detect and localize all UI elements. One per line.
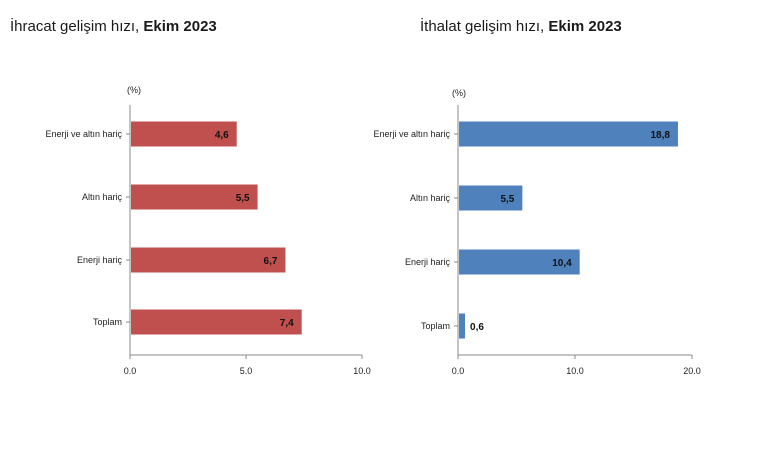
export-bar <box>131 184 258 210</box>
export-category-label: Altın hariç <box>82 192 123 202</box>
export-tick-label: 10.0 <box>353 366 371 376</box>
export-category-label: Enerji hariç <box>77 255 123 265</box>
export-value-label: 7,4 <box>280 318 294 329</box>
export-category-label: Enerji ve altın hariç <box>45 129 122 139</box>
export-value-label: 4,6 <box>215 130 229 141</box>
import-bar <box>459 249 580 275</box>
import-category-label: Altın hariç <box>410 193 451 203</box>
import-category-label: Enerji ve altın hariç <box>373 129 450 139</box>
import-value-label: 5,5 <box>500 194 514 205</box>
import-title-main: İthalat gelişim hızı, <box>420 18 549 35</box>
import-bar <box>459 121 678 147</box>
export-title-date: Ekim 2023 <box>143 18 217 35</box>
import-title-date: Ekim 2023 <box>548 18 622 35</box>
import-value-label: 10,4 <box>552 258 572 269</box>
export-chart: (%) 0.0 5.0 10.0 Enerji ve altın hariç 4,6 Alt… <box>45 85 370 376</box>
import-category-label: Enerji hariç <box>405 257 451 267</box>
import-category-label: Toplam <box>421 321 450 331</box>
export-bar <box>131 121 237 147</box>
import-bar <box>459 313 466 339</box>
export-bar <box>131 309 302 335</box>
import-value-label: 0,6 <box>470 322 484 333</box>
import-chart: (%) 0.0 10.0 20.0 Enerji ve altın hariç 18,8 A… <box>373 88 700 376</box>
export-title-main: İhracat gelişim hızı, <box>10 18 144 35</box>
export-unit-label: (%) <box>127 85 141 95</box>
export-chart-title: İhracat gelişim hızı, Ekim 2023 <box>10 18 217 35</box>
import-tick-label: 20.0 <box>683 366 701 376</box>
import-chart-title: İthalat gelişim hızı, Ekim 2023 <box>420 18 622 35</box>
import-tick-label: 0.0 <box>452 366 465 376</box>
export-tick-label: 5.0 <box>240 366 253 376</box>
export-category-label: Toplam <box>93 317 122 327</box>
import-value-label: 18,8 <box>650 130 670 141</box>
export-value-label: 6,7 <box>264 256 278 267</box>
import-tick-label: 10.0 <box>566 366 584 376</box>
export-value-label: 5,5 <box>236 193 250 204</box>
export-tick-label: 0.0 <box>124 366 137 376</box>
import-unit-label: (%) <box>452 88 466 98</box>
export-bar <box>131 247 286 273</box>
import-bar <box>459 185 523 211</box>
